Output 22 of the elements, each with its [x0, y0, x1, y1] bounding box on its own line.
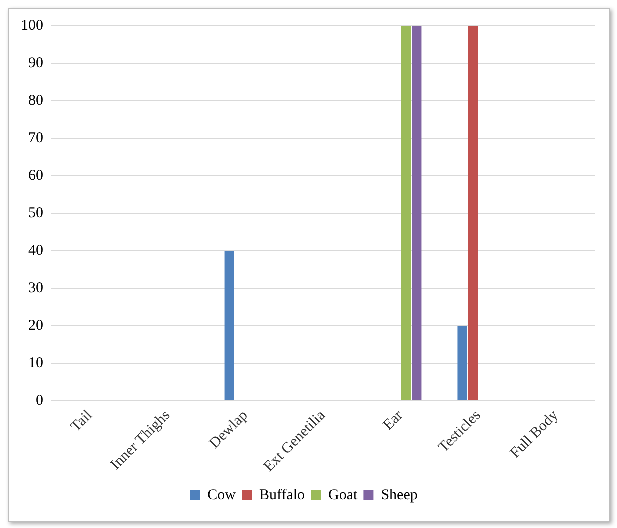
y-tick-label: 20 [28, 318, 44, 334]
legend-label: Goat [328, 487, 359, 504]
y-tick-label: 10 [28, 355, 44, 372]
bar [468, 26, 478, 401]
x-tick-label: Tail [68, 408, 96, 436]
y-tick-label: 0 [36, 392, 44, 409]
y-tick-label: 80 [28, 92, 44, 109]
legend-label: Buffalo [259, 487, 306, 504]
y-tick-label: 60 [28, 168, 44, 184]
y-tick-label: 30 [28, 280, 44, 296]
y-tick-label: 50 [28, 205, 44, 222]
legend-label: Cow [208, 487, 236, 504]
bar [224, 251, 234, 401]
x-tick-label: Ear [380, 408, 407, 434]
y-tick-label: 40 [28, 242, 44, 259]
y-tick-label: 70 [28, 130, 44, 146]
bar [401, 26, 412, 401]
bar [412, 26, 422, 401]
y-tick-label: 100 [21, 18, 44, 34]
legend-label: Sheep [381, 487, 418, 504]
y-tick-label: 90 [28, 55, 44, 72]
bar [458, 326, 468, 401]
